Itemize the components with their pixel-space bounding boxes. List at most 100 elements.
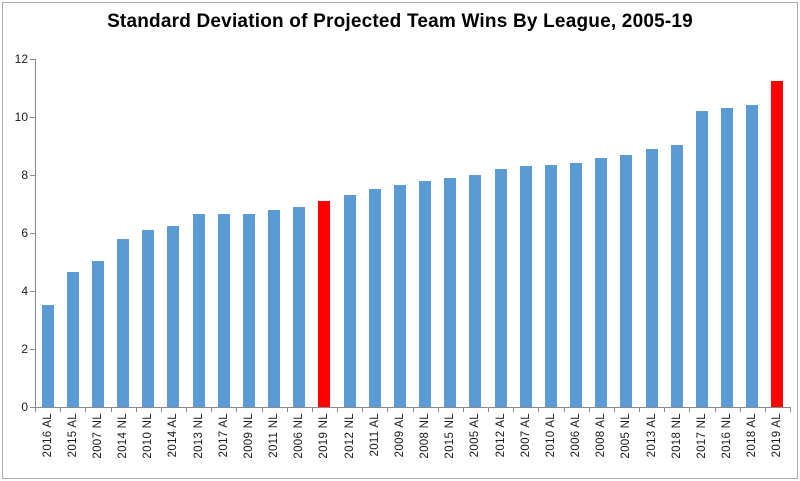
x-axis-tick xyxy=(538,408,539,412)
x-axis-tick xyxy=(740,408,741,412)
x-axis-label: 2019 NL xyxy=(318,413,330,459)
x-axis-tick xyxy=(35,408,36,412)
y-axis-tick xyxy=(30,117,35,118)
x-axis-label: 2019 AL xyxy=(771,413,783,458)
x-axis-label: 2007 AL xyxy=(520,413,532,458)
bar-2017-nl xyxy=(696,111,708,407)
bar-2011-al xyxy=(369,189,381,407)
x-axis-label: 2006 NL xyxy=(293,413,305,459)
bar-2015-al xyxy=(67,272,79,407)
x-axis-tick xyxy=(312,408,313,412)
x-axis-tick xyxy=(689,408,690,412)
x-axis-tick xyxy=(614,408,615,412)
bar-2013-al xyxy=(646,149,658,407)
x-axis-tick xyxy=(564,408,565,412)
x-axis-tick xyxy=(413,408,414,412)
x-axis-label: 2015 NL xyxy=(444,413,456,459)
y-axis-label: 6 xyxy=(21,226,28,240)
y-axis-tick xyxy=(30,175,35,176)
y-axis-label: 12 xyxy=(14,52,28,66)
x-axis-label: 2017 AL xyxy=(218,413,230,458)
x-axis-tick xyxy=(337,408,338,412)
x-axis-label: 2009 AL xyxy=(394,413,406,458)
x-axis-label: 2012 NL xyxy=(344,413,356,459)
y-axis-tick xyxy=(30,349,35,350)
x-axis-label: 2008 AL xyxy=(595,413,607,458)
x-axis-tick xyxy=(211,408,212,412)
y-axis-tick xyxy=(30,291,35,292)
x-axis-label: 2007 NL xyxy=(92,413,104,459)
bar-2010-al xyxy=(545,165,557,407)
x-axis-label: 2011 AL xyxy=(369,413,381,457)
x-axis-tick xyxy=(765,408,766,412)
y-axis-label: 2 xyxy=(21,342,28,356)
x-axis-label: 2011 NL xyxy=(268,413,280,458)
x-axis-tick xyxy=(111,408,112,412)
bar-2018-al xyxy=(746,105,758,407)
y-axis-label: 4 xyxy=(21,284,28,298)
x-axis-label: 2005 NL xyxy=(620,413,632,459)
x-axis-tick xyxy=(85,408,86,412)
x-axis-label: 2006 AL xyxy=(570,413,582,458)
y-axis-tick xyxy=(30,407,35,408)
x-axis-label: 2014 NL xyxy=(117,413,129,459)
x-axis-tick xyxy=(60,408,61,412)
x-axis-label: 2018 NL xyxy=(671,413,683,459)
x-axis-label: 2008 NL xyxy=(419,413,431,459)
bar-2011-nl xyxy=(268,210,280,407)
x-axis-tick xyxy=(136,408,137,412)
bar-2019-al xyxy=(771,81,783,407)
x-axis-tick xyxy=(236,408,237,412)
bar-2005-nl xyxy=(620,155,632,407)
x-axis-tick xyxy=(161,408,162,412)
bar-2007-nl xyxy=(92,261,104,407)
bar-2015-nl xyxy=(444,178,456,407)
x-axis-tick xyxy=(463,408,464,412)
x-axis-tick xyxy=(790,408,791,412)
x-axis-label: 2010 AL xyxy=(545,413,557,458)
bar-2012-nl xyxy=(344,195,356,407)
bar-2008-nl xyxy=(419,181,431,407)
x-axis-tick xyxy=(438,408,439,412)
x-axis-label: 2016 NL xyxy=(721,413,733,459)
bar-2009-al xyxy=(394,185,406,407)
x-axis-label: 2013 AL xyxy=(646,413,658,458)
bar-2006-al xyxy=(570,163,582,407)
bar-2016-nl xyxy=(721,108,733,407)
x-axis-tick xyxy=(287,408,288,412)
x-axis-tick xyxy=(715,408,716,412)
x-axis-label: 2017 NL xyxy=(696,413,708,459)
bar-2019-nl xyxy=(318,201,330,407)
bar-2013-nl xyxy=(193,214,205,407)
y-axis-tick xyxy=(30,59,35,60)
x-axis-tick xyxy=(639,408,640,412)
x-axis-label: 2012 AL xyxy=(495,413,507,458)
bar-2007-al xyxy=(520,166,532,407)
bar-2014-nl xyxy=(117,239,129,407)
x-axis-tick xyxy=(513,408,514,412)
x-axis-label: 2014 AL xyxy=(167,413,179,458)
bar-2017-al xyxy=(218,214,230,407)
x-axis-label: 2013 NL xyxy=(193,413,205,459)
bar-2006-nl xyxy=(293,207,305,407)
bar-2014-al xyxy=(167,226,179,407)
x-axis-tick xyxy=(488,408,489,412)
x-axis-tick xyxy=(362,408,363,412)
chart-title: Standard Deviation of Projected Team Win… xyxy=(107,11,693,32)
x-axis-label: 2018 AL xyxy=(746,413,758,458)
x-axis-tick xyxy=(664,408,665,412)
plot-area xyxy=(35,59,791,408)
bar-2010-nl xyxy=(142,230,154,407)
y-axis-label: 8 xyxy=(21,168,28,182)
x-axis-label: 2009 NL xyxy=(243,413,255,459)
x-axis-label: 2016 AL xyxy=(42,413,54,458)
y-axis-label: 10 xyxy=(14,110,28,124)
bar-2008-al xyxy=(595,158,607,407)
bar-2018-nl xyxy=(671,145,683,407)
x-axis-label: 2010 NL xyxy=(142,413,154,459)
x-axis-label: 2005 AL xyxy=(469,413,481,458)
bar-2005-al xyxy=(469,175,481,407)
bar-2016-al xyxy=(42,305,54,407)
x-axis-tick xyxy=(387,408,388,412)
